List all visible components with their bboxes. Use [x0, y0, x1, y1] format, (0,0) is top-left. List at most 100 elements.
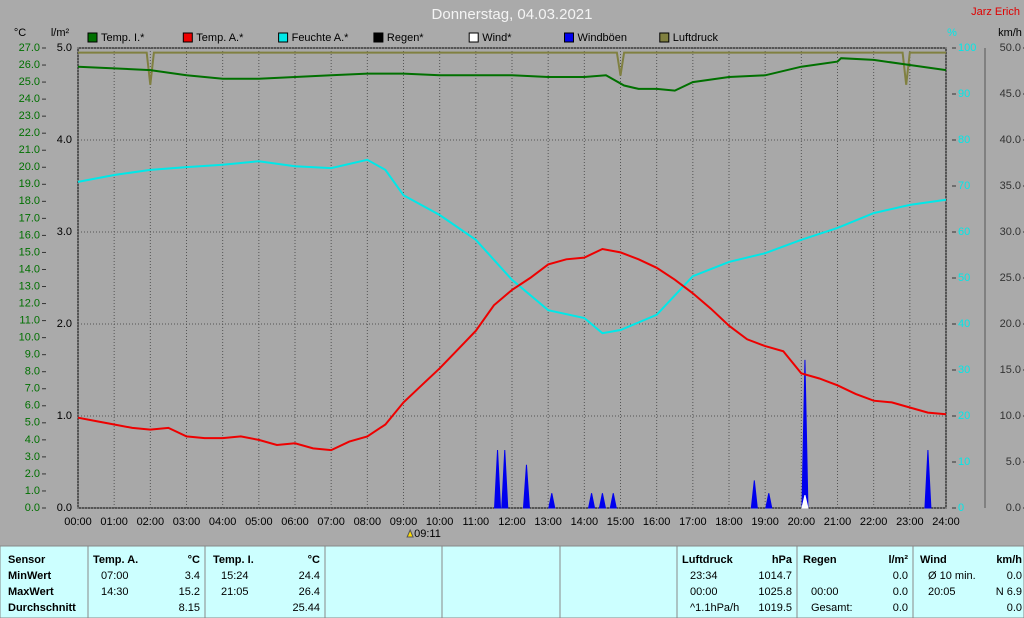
y-tick-label: 27.0	[19, 42, 40, 54]
y3-tick-label: 80	[958, 134, 970, 146]
table-header: Wind	[920, 554, 947, 566]
x-tick-label: 04:00	[209, 516, 237, 528]
series-line	[78, 51, 946, 85]
x-tick-label: 03:00	[173, 516, 201, 528]
y-axis-label: °C	[14, 27, 26, 39]
y4-axis-label: km/h	[998, 27, 1022, 39]
y2-axis-label: l/m²	[51, 27, 70, 39]
legend-swatch	[468, 32, 479, 43]
annotation-label: 09:11	[414, 528, 441, 540]
series-line	[77, 247, 947, 452]
table-value: N 6.9	[996, 586, 1022, 598]
y-tick-label: 10.0	[19, 332, 40, 344]
y-tick-label: 18.0	[19, 195, 40, 207]
spike	[587, 493, 596, 509]
table-header: Regen	[803, 554, 837, 566]
table-header: Temp. A.	[93, 554, 138, 566]
x-tick-label: 24:00	[932, 516, 960, 528]
table-header: Luftdruck	[682, 554, 734, 566]
y2-tick-label: 1.0	[57, 410, 72, 422]
table-unit: l/m²	[888, 554, 908, 566]
y4-tick-label: 35.0	[1000, 180, 1021, 192]
table-header: Sensor	[8, 554, 46, 566]
spike	[501, 450, 509, 509]
table-time: 14:30	[101, 586, 129, 598]
table-value: 0.0	[1007, 570, 1022, 582]
x-tick-label: 08:00	[354, 516, 382, 528]
y2-tick-label: 3.0	[57, 226, 72, 238]
y2-tick-label: 4.0	[57, 134, 72, 146]
table-value: 0.0	[1007, 602, 1022, 614]
x-tick-label: 20:00	[788, 516, 816, 528]
y-tick-label: 17.0	[19, 212, 40, 224]
x-tick-label: 18:00	[715, 516, 743, 528]
x-tick-label: 11:00	[462, 516, 489, 528]
table-time: Ø 10 min.	[928, 570, 976, 582]
y2-tick-label: 0.0	[57, 502, 72, 514]
table-time: 23:34	[690, 570, 718, 582]
legend-label: Wind*	[482, 32, 512, 44]
table-time: 00:00	[690, 586, 718, 598]
table-time: 15:24	[221, 570, 249, 582]
legend-label: Windböen	[578, 32, 628, 44]
y-tick-label: 14.0	[19, 263, 40, 275]
y4-tick-label: 5.0	[1006, 456, 1021, 468]
y-tick-label: 7.0	[25, 383, 40, 395]
y3-axis-label: %	[947, 27, 957, 39]
plot-area	[77, 47, 947, 509]
spike	[609, 493, 617, 509]
x-tick-label: 19:00	[751, 516, 779, 528]
y-tick-label: 24.0	[19, 93, 40, 105]
legend-label: Temp. A.*	[196, 32, 244, 44]
y-tick-label: 26.0	[19, 59, 40, 71]
legend-label: Luftdruck	[673, 32, 719, 44]
table-value: 0.0	[893, 586, 908, 598]
y-tick-label: 3.0	[25, 451, 40, 463]
x-tick-label: 15:00	[607, 516, 635, 528]
x-tick-label: 21:00	[824, 516, 852, 528]
y2-tick-label: 5.0	[57, 42, 72, 54]
y-tick-label: 20.0	[19, 161, 40, 173]
y3-tick-label: 0	[958, 502, 964, 514]
spike	[750, 480, 758, 509]
chart-title: Donnerstag, 04.03.2021	[432, 6, 593, 23]
legend-swatch	[182, 32, 193, 43]
legend-label: Regen*	[387, 32, 424, 44]
spike	[801, 495, 809, 509]
y2-tick-label: 2.0	[57, 318, 72, 330]
y-tick-label: 5.0	[25, 417, 40, 429]
x-tick-label: 14:00	[571, 516, 599, 528]
table-value: 8.15	[179, 602, 200, 614]
y-tick-label: 13.0	[19, 280, 40, 292]
table-time: 20:05	[928, 586, 956, 598]
y-tick-label: 16.0	[19, 229, 40, 241]
legend-swatch	[87, 32, 98, 43]
x-tick-label: 23:00	[896, 516, 924, 528]
x-tick-label: 16:00	[643, 516, 671, 528]
y4-tick-label: 40.0	[1000, 134, 1021, 146]
x-tick-label: 01:00	[100, 516, 128, 528]
table-value: 3.4	[185, 570, 200, 582]
y4-tick-label: 25.0	[1000, 272, 1021, 284]
table-value: 25.44	[292, 602, 320, 614]
y3-tick-label: 100	[958, 42, 976, 54]
y-tick-label: 6.0	[25, 400, 40, 412]
y-tick-label: 11.0	[19, 314, 40, 326]
y3-tick-label: 20	[958, 410, 970, 422]
y4-tick-label: 45.0	[1000, 88, 1021, 100]
y4-tick-label: 15.0	[1000, 364, 1021, 376]
series-line	[77, 158, 947, 335]
y3-tick-label: 40	[958, 318, 970, 330]
y-tick-label: 12.0	[19, 297, 40, 309]
x-tick-label: 10:00	[426, 516, 454, 528]
x-tick-label: 00:00	[64, 516, 92, 528]
x-tick-label: 06:00	[281, 516, 309, 528]
y-tick-label: 0.0	[25, 502, 40, 514]
legend-swatch	[278, 32, 289, 43]
table-unit: km/h	[996, 554, 1022, 566]
y4-tick-label: 20.0	[1000, 318, 1021, 330]
spike	[522, 464, 531, 509]
y-tick-label: 21.0	[19, 144, 40, 156]
